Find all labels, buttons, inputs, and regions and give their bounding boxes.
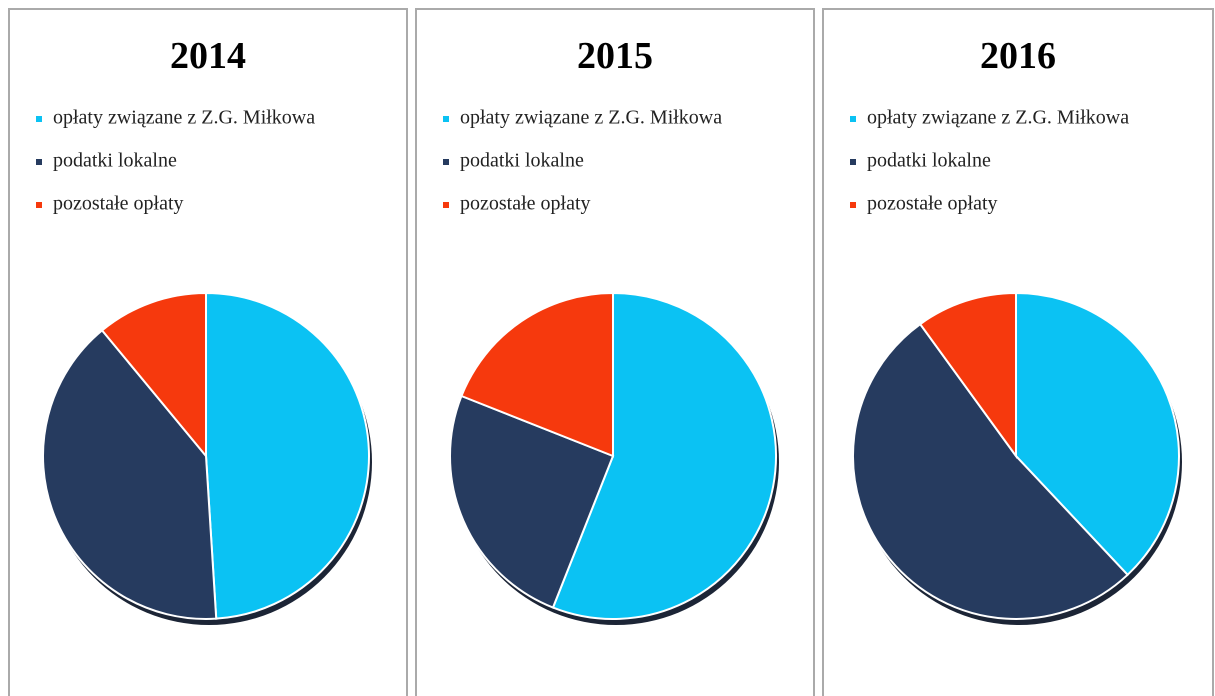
chart-title: 2016: [980, 35, 1056, 77]
legend-label: opłaty związane z Z.G. Miłkowa: [460, 107, 722, 129]
panel-border: [822, 8, 1214, 696]
chart-panel: 2014 opłaty związane z Z.G. Miłkowa podatk…: [8, 8, 408, 696]
pie-slice: [918, 291, 1017, 460]
legend-marker: [443, 159, 449, 165]
chart-title: 2014: [170, 35, 246, 77]
legend-label: pozostałe opłaty: [53, 193, 184, 215]
legend-marker: [850, 116, 856, 122]
chart-panel: 2016 opłaty związane z Z.G. Miłkowa podatk…: [822, 8, 1214, 696]
pie-slice: [100, 291, 207, 459]
legend-label: podatki lokalne: [53, 150, 177, 172]
legend-label: pozostałe opłaty: [867, 193, 998, 215]
chart-panel: 2015 opłaty związane z Z.G. Miłkowa podatk…: [415, 8, 815, 696]
legend-label: opłaty związane z Z.G. Miłkowa: [867, 107, 1129, 129]
legend-label: opłaty związane z Z.G. Miłkowa: [53, 107, 315, 129]
pie-slice: [42, 328, 218, 620]
panel-border: [415, 8, 815, 696]
legend-marker: [36, 202, 42, 208]
pie-slice: [852, 322, 1129, 620]
legend-marker: [850, 202, 856, 208]
pie-slice: [551, 291, 777, 620]
chart-title: 2015: [577, 35, 653, 77]
legend-marker: [36, 159, 42, 165]
pie-slice: [460, 291, 614, 458]
legend-label: podatki lokalne: [460, 150, 584, 172]
pie-slice: [205, 291, 370, 620]
pie-slice: [1015, 291, 1180, 577]
legend-label: pozostałe opłaty: [460, 193, 591, 215]
panel-border: [8, 8, 408, 696]
pie-slice: [449, 394, 615, 609]
legend-label: podatki lokalne: [867, 150, 991, 172]
legend-marker: [443, 116, 449, 122]
legend-marker: [850, 159, 856, 165]
legend-marker: [443, 202, 449, 208]
legend-marker: [36, 116, 42, 122]
